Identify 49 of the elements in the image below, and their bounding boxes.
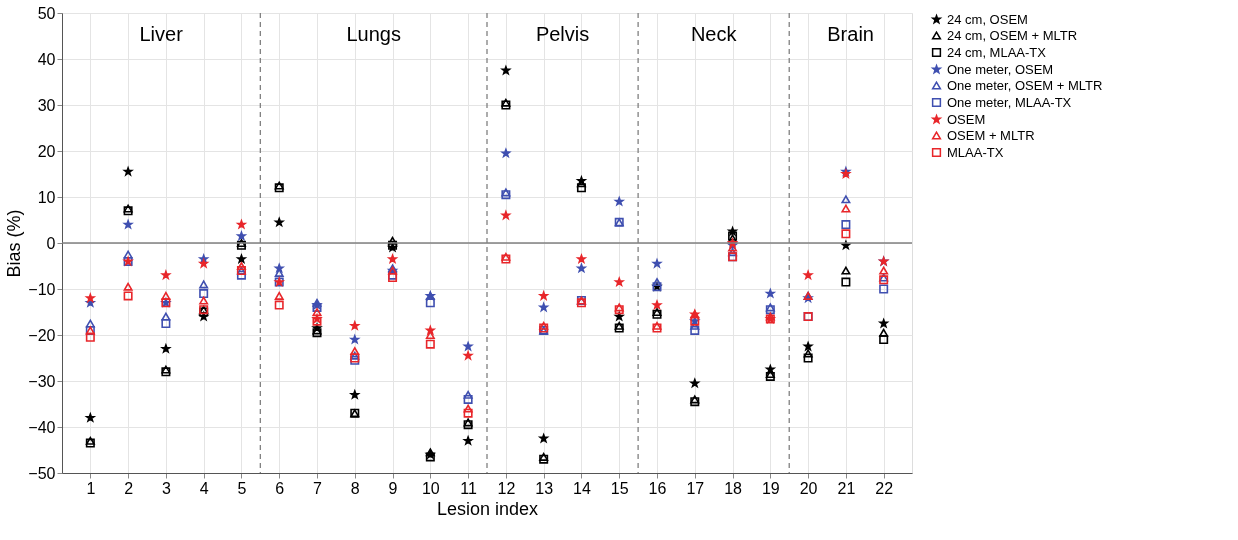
x-tick-label: 19 [761, 479, 780, 497]
legend-label: 24 cm, OSEM + MLTR [947, 27, 1078, 43]
annotation: Neck [690, 23, 738, 45]
x-axis-title: Lesion index [436, 498, 539, 519]
x-tick-label: 20 [799, 479, 818, 497]
y-tick-label: 40 [37, 50, 56, 68]
x-tick-label: 3 [161, 479, 171, 497]
x-tick-label: 4 [199, 479, 209, 497]
y-tick-label: 50 [37, 4, 56, 22]
y-tick-label: −30 [28, 372, 56, 390]
y-tick-label: 0 [46, 234, 56, 252]
y-tick-label: −20 [28, 326, 56, 344]
x-tick-label: 6 [275, 479, 285, 497]
y-axis-title: Bias (%) [4, 209, 25, 278]
x-tick-label: 21 [837, 479, 856, 497]
y-tick-label: −10 [28, 280, 56, 298]
x-tick-label: 17 [686, 479, 705, 497]
y-tick-label: 10 [37, 188, 56, 206]
y-tick-label: −50 [28, 464, 56, 482]
x-tick-label: 7 [313, 479, 323, 497]
legend-label: One meter, OSEM [947, 61, 1054, 77]
annotation: Liver [139, 23, 184, 45]
legend-label: One meter, MLAA-TX [947, 94, 1072, 110]
x-tick-label: 1 [86, 479, 96, 497]
x-tick-label: 2 [124, 479, 134, 497]
x-tick-label: 13 [535, 479, 554, 497]
x-tick-label: 22 [875, 479, 894, 497]
legend-label: OSEM + MLTR [947, 127, 1035, 143]
legend-label: MLAA-TX [947, 144, 1004, 160]
y-tick-label: 30 [37, 96, 56, 114]
legend-label: 24 cm, MLAA-TX [947, 44, 1047, 60]
x-tick-label: 14 [573, 479, 591, 497]
y-tick-label: −40 [28, 418, 56, 436]
x-tick-label: 16 [648, 479, 667, 497]
annotation: Brain [827, 23, 874, 45]
x-tick-label: 5 [237, 479, 247, 497]
x-tick-label: 9 [388, 479, 398, 497]
x-tick-label: 18 [724, 479, 743, 497]
annotation: Pelvis [535, 23, 590, 45]
legend-label: 24 cm, OSEM [947, 11, 1028, 27]
x-tick-label: 12 [497, 479, 516, 497]
legend-label: OSEM [947, 111, 986, 127]
x-tick-label: 15 [610, 479, 629, 497]
annotation: Lungs [346, 23, 401, 45]
x-tick-label: 10 [421, 479, 440, 497]
x-tick-label: 8 [350, 479, 360, 497]
y-tick-label: 20 [37, 142, 56, 160]
x-tick-label: 11 [460, 479, 478, 497]
legend-label: One meter, OSEM + MLTR [947, 77, 1103, 93]
